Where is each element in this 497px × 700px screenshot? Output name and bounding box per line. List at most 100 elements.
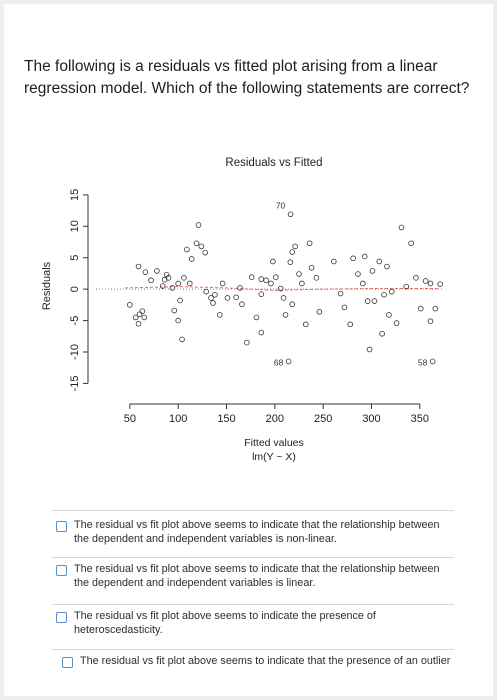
x-tick-label: 100 (169, 413, 187, 425)
data-point (403, 283, 410, 290)
answer-option-4[interactable]: The residual vs fit plot above seems to … (62, 655, 458, 669)
answer-option-2[interactable]: The residual vs fit plot above seems to … (56, 563, 452, 590)
data-point (193, 240, 200, 247)
x-tick-label: 250 (314, 413, 332, 425)
outlier-point (429, 358, 436, 365)
x-tick-label: 300 (362, 413, 380, 425)
y-tick-label: 0 (69, 286, 81, 292)
data-point (379, 330, 385, 337)
data-point (142, 269, 149, 275)
data-point (139, 308, 146, 314)
data-point (244, 339, 250, 346)
data-point (413, 275, 419, 281)
chart-xlabel: Fitted values (244, 437, 304, 449)
chart-svg: Residuals vs Fitted Residuals Fitted val… (41, 157, 444, 463)
data-point (184, 246, 190, 253)
data-point (258, 291, 265, 297)
y-tick-label: 10 (69, 220, 81, 232)
data-point (181, 275, 187, 281)
data-point (148, 277, 154, 284)
answer-option-1[interactable]: The residual vs fit plot above seems to … (56, 519, 452, 546)
data-point (280, 295, 287, 301)
data-point (165, 275, 172, 281)
checkbox[interactable] (56, 612, 67, 623)
data-point (364, 298, 371, 304)
data-point (198, 243, 205, 250)
outlier-point (285, 358, 292, 365)
data-point (188, 256, 195, 262)
data-point (299, 280, 305, 287)
x-tick-label: 200 (266, 413, 284, 425)
data-point (212, 292, 218, 298)
data-point (359, 280, 366, 287)
chart-ylabel: Residuals (41, 261, 53, 310)
data-point (422, 278, 429, 284)
y-tick-label: 5 (69, 255, 81, 261)
data-point (350, 255, 356, 262)
x-tick-label: 350 (411, 413, 429, 425)
data-point (127, 302, 133, 308)
point-label: 68 (274, 357, 284, 367)
data-point (253, 314, 260, 321)
y-tick-label: -15 (69, 375, 81, 391)
data-point (388, 288, 395, 295)
checkbox[interactable] (56, 565, 67, 576)
data-point (208, 295, 214, 301)
data-point (219, 280, 226, 287)
divider (52, 510, 454, 511)
data-point (371, 298, 378, 304)
point-label: 70 (276, 200, 286, 210)
data-point (302, 321, 309, 328)
data-point (186, 280, 193, 287)
data-point (273, 274, 279, 281)
divider (52, 604, 454, 605)
point-label: 58 (418, 357, 428, 367)
data-point (258, 276, 265, 282)
divider (52, 649, 454, 650)
data-point (171, 307, 178, 314)
answer-option-3[interactable]: The residual vs fit plot above seems to … (56, 610, 452, 637)
data-point (432, 305, 439, 312)
data-point (417, 305, 424, 312)
data-point (277, 285, 284, 292)
data-point (282, 312, 289, 318)
y-tick-label: 15 (69, 189, 81, 201)
data-point (268, 280, 274, 287)
data-point (203, 288, 210, 295)
data-point (177, 297, 183, 304)
data-point (239, 301, 245, 308)
data-point (263, 277, 269, 284)
smoother-line (124, 286, 440, 291)
data-point (135, 320, 142, 327)
data-point (210, 300, 216, 306)
data-point (136, 311, 143, 318)
data-point (381, 292, 387, 298)
data-point (233, 294, 239, 301)
data-point (248, 274, 255, 281)
data-point (384, 263, 390, 270)
data-point (366, 346, 373, 353)
data-point (437, 281, 443, 287)
data-point (292, 243, 298, 250)
data-point (369, 268, 376, 274)
chart-xlabel-sub: lm(Y ~ X) (252, 451, 296, 463)
x-tick-label: 50 (124, 413, 136, 425)
y-tick-label: -10 (69, 344, 81, 360)
data-point (376, 258, 383, 265)
outlier-point (287, 211, 294, 218)
data-point (355, 271, 361, 277)
data-point (408, 240, 414, 247)
data-point (427, 318, 434, 325)
checkbox[interactable] (56, 521, 67, 532)
answer-option-label: The residual vs fit plot above seems to … (74, 563, 440, 589)
data-point (132, 314, 139, 321)
data-point (308, 264, 315, 271)
data-point (316, 308, 323, 315)
data-point (386, 312, 392, 318)
data-point (135, 263, 142, 270)
data-point (361, 253, 368, 260)
chart-title: Residuals vs Fitted (225, 157, 322, 169)
answer-option-label: The residual vs fit plot above seems to … (74, 610, 376, 636)
data-point (313, 275, 320, 281)
checkbox[interactable] (62, 657, 73, 668)
